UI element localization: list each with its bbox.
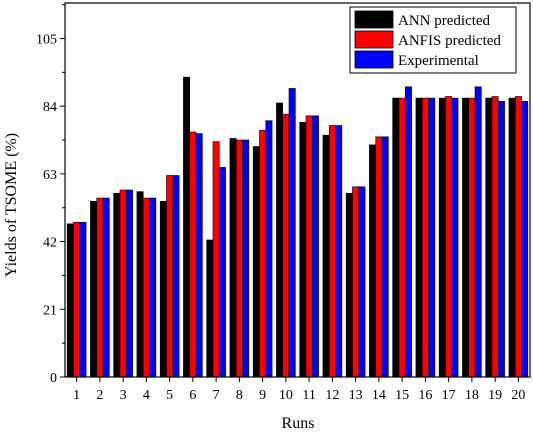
x-axis-title: Runs [282, 415, 315, 432]
bar-experimental-run-4 [149, 197, 157, 378]
bar-ann-predicted-run-4 [136, 191, 144, 378]
legend-swatch [354, 10, 394, 29]
bar-experimental-run-3 [125, 189, 133, 378]
bar-ann-predicted-run-7 [206, 239, 214, 378]
x-tick-label: 7 [213, 388, 220, 403]
bar-experimental-run-17 [451, 97, 459, 378]
x-tick-label: 4 [143, 388, 150, 403]
legend-label: ANN predicted [398, 13, 491, 29]
bar-anfis-predicted-run-5 [166, 175, 174, 378]
bar-experimental-run-2 [102, 197, 110, 378]
bar-anfis-predicted-run-2 [96, 197, 104, 378]
bar-anfis-predicted-run-16 [421, 97, 429, 378]
y-tick-label: 0 [50, 371, 57, 386]
bar-ann-predicted-run-10 [276, 102, 284, 378]
x-tick-label: 17 [442, 388, 456, 403]
bar-ann-predicted-run-3 [113, 192, 121, 378]
bar-ann-predicted-run-12 [322, 134, 330, 378]
y-tick-label: 21 [43, 303, 57, 318]
bar-ann-predicted-run-18 [462, 97, 470, 378]
x-tick-label: 2 [96, 388, 103, 403]
bar-experimental-run-19 [497, 101, 505, 378]
plot-frame [64, 2, 531, 378]
legend-label: Experimental [398, 53, 479, 69]
bar-ann-predicted-run-15 [392, 97, 400, 378]
bar-anfis-predicted-run-6 [189, 131, 197, 378]
bar-experimental-run-1 [79, 221, 87, 378]
bar-anfis-predicted-run-15 [398, 97, 406, 378]
bar-experimental-run-20 [521, 101, 529, 378]
x-tick-label: 20 [511, 388, 525, 403]
bar-ann-predicted-run-19 [485, 97, 493, 378]
bar-experimental-run-7 [218, 167, 226, 378]
bar-ann-predicted-run-1 [66, 223, 74, 378]
x-tick-label: 11 [302, 388, 315, 403]
bar-anfis-predicted-run-12 [328, 125, 336, 378]
x-tick-label: 5 [166, 388, 173, 403]
bar-anfis-predicted-run-3 [119, 189, 127, 378]
bar-anfis-predicted-run-1 [73, 221, 81, 378]
bar-anfis-predicted-run-13 [352, 186, 360, 378]
x-tick-label: 12 [325, 388, 339, 403]
bar-experimental-run-5 [172, 175, 180, 378]
bar-experimental-run-16 [428, 97, 436, 378]
x-tick-label: 10 [279, 388, 293, 403]
bar-ann-predicted-run-16 [415, 97, 423, 378]
x-tick-label: 15 [395, 388, 409, 403]
bar-ann-predicted-run-13 [345, 192, 353, 378]
y-axis-title: Yields of TSOME (%) [3, 133, 20, 277]
bar-anfis-predicted-run-10 [282, 113, 290, 378]
bar-anfis-predicted-run-19 [491, 96, 499, 378]
legend-label: ANFIS predicted [398, 33, 501, 49]
bar-anfis-predicted-run-8 [235, 139, 243, 378]
bar-ann-predicted-run-11 [299, 121, 307, 378]
x-tick-label: 16 [418, 388, 432, 403]
bar-anfis-predicted-run-7 [212, 141, 220, 378]
bar-anfis-predicted-run-17 [445, 96, 453, 378]
bar-experimental-run-10 [288, 88, 296, 378]
y-tick-label: 42 [43, 236, 57, 251]
bar-experimental-run-8 [242, 139, 250, 378]
bar-experimental-run-18 [474, 86, 482, 378]
bar-ann-predicted-run-2 [90, 200, 98, 378]
x-tick-label: 19 [488, 388, 502, 403]
bar-experimental-run-12 [335, 125, 343, 378]
bar-anfis-predicted-run-9 [259, 130, 267, 378]
x-tick-label: 8 [236, 388, 243, 403]
bar-ann-predicted-run-5 [159, 200, 167, 378]
bar-experimental-run-9 [265, 120, 273, 378]
bar-experimental-run-6 [195, 133, 203, 378]
legend-swatch [354, 50, 394, 69]
bar-experimental-run-15 [404, 86, 412, 378]
bar-ann-predicted-run-8 [229, 138, 237, 378]
y-tick-label: 105 [36, 32, 57, 47]
x-tick-label: 18 [465, 388, 479, 403]
x-tick-label: 13 [349, 388, 363, 403]
x-tick-label: 6 [189, 388, 196, 403]
bar-experimental-run-13 [358, 186, 366, 378]
x-tick-label: 3 [120, 388, 127, 403]
bar-ann-predicted-run-6 [183, 76, 191, 378]
bar-ann-predicted-run-20 [508, 97, 516, 378]
bar-ann-predicted-run-9 [252, 146, 260, 378]
legend: ANN predicted ANFIS predicted Experimental [349, 6, 517, 74]
x-tick-label: 9 [259, 388, 266, 403]
bars-layer [66, 76, 529, 378]
bar-experimental-run-11 [311, 115, 319, 378]
bar-anfis-predicted-run-4 [142, 197, 150, 378]
x-tick-label: 1 [73, 388, 80, 403]
bar-ann-predicted-run-14 [369, 144, 377, 378]
bar-anfis-predicted-run-20 [514, 96, 522, 378]
bar-anfis-predicted-run-14 [375, 136, 383, 378]
legend-swatch [354, 30, 394, 49]
y-tick-label: 84 [43, 100, 57, 115]
bar-experimental-run-14 [381, 136, 389, 378]
y-tick-label: 63 [43, 168, 57, 183]
bar-anfis-predicted-run-11 [305, 115, 313, 378]
bar-ann-predicted-run-17 [438, 97, 446, 378]
x-tick-label: 14 [372, 388, 386, 403]
bar-anfis-predicted-run-18 [468, 97, 476, 378]
